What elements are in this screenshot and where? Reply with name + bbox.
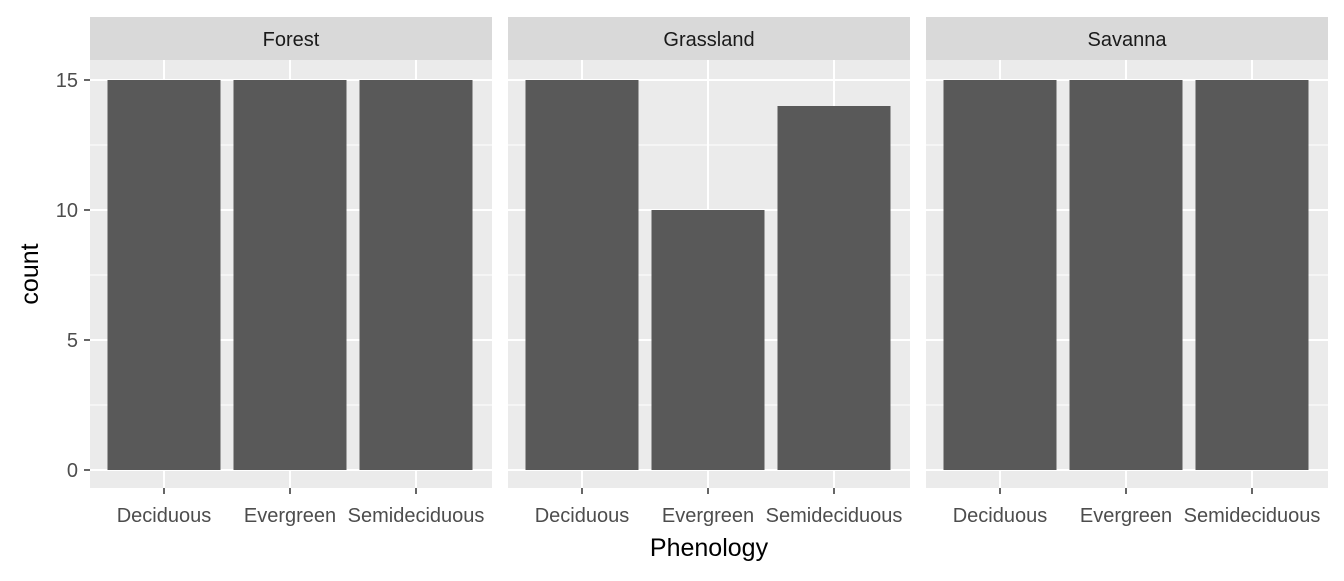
x-tick-label: Evergreen — [1080, 505, 1172, 527]
y-tick-label: 10 — [56, 200, 78, 222]
bar-grassland-semideciduous — [777, 106, 891, 470]
y-tick-label: 5 — [67, 330, 78, 352]
facet-strip — [926, 17, 1328, 60]
bar-grassland-evergreen — [651, 210, 765, 470]
bar-forest-semideciduous — [359, 80, 473, 470]
x-tick-label: Evergreen — [244, 505, 336, 527]
bar-savanna-semideciduous — [1195, 80, 1309, 470]
facet-label: Forest — [263, 29, 320, 51]
bar-grassland-deciduous — [525, 80, 639, 470]
bar-savanna-evergreen — [1069, 80, 1183, 470]
x-tick-label: Semideciduous — [766, 505, 903, 527]
x-tick-label: Semideciduous — [348, 505, 485, 527]
x-tick-label: Semideciduous — [1184, 505, 1321, 527]
y-tick-label: 0 — [67, 460, 78, 482]
facet-label: Grassland — [663, 29, 754, 51]
bar-savanna-deciduous — [943, 80, 1057, 470]
y-tick-label: 15 — [56, 70, 78, 92]
x-tick-label: Deciduous — [535, 505, 630, 527]
x-tick-label: Deciduous — [117, 505, 212, 527]
bar-forest-evergreen — [233, 80, 347, 470]
x-axis-title: Phenology — [650, 534, 769, 562]
facet-strip — [508, 17, 910, 60]
facet-label: Savanna — [1088, 29, 1168, 51]
facet-strip — [90, 17, 492, 60]
x-tick-label: Deciduous — [953, 505, 1048, 527]
bar-forest-deciduous — [107, 80, 221, 470]
x-tick-label: Evergreen — [662, 505, 754, 527]
y-axis-title: count — [16, 243, 44, 304]
